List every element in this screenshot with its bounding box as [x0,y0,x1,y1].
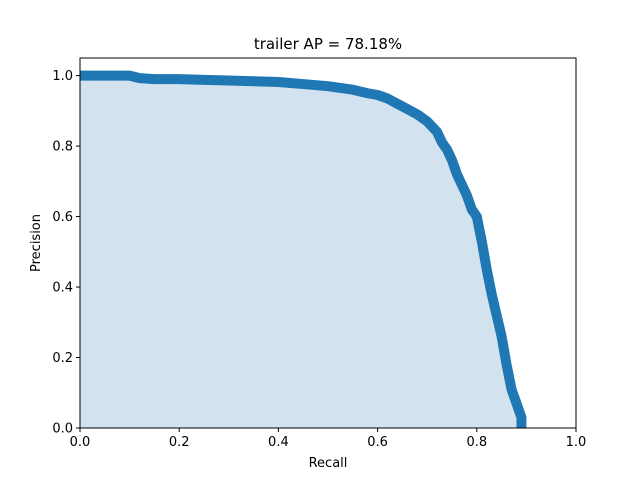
y-axis-label: Precision [29,214,44,272]
x-tick-label: 1.0 [566,435,587,450]
x-tick-label: 0.4 [268,435,289,450]
x-tick-label: 0.6 [367,435,388,450]
plot-area [80,70,527,428]
x-tick-label: 0.2 [169,435,190,450]
y-tick-label: 1.0 [52,69,73,84]
y-tick-label: 0.6 [52,210,73,225]
chart-title: trailer AP = 78.18% [254,35,402,53]
axes-frame [79,57,577,429]
y-tick-label: 0.0 [52,422,73,437]
y-tick-label: 0.4 [52,281,73,296]
x-axis-label: Recall [309,456,348,471]
axis-ticks: 0.0 0.2 0.4 0.6 0.8 1.0 0.0 0.2 0.4 0.6 0.8 1.0 [52,69,586,450]
area-fill [80,75,522,428]
y-tick-label: 0.2 [52,351,73,366]
x-tick-label: 0.8 [466,435,487,450]
pr-curve [80,70,527,428]
y-tick-label: 0.8 [52,140,73,155]
x-tick-label: 0.0 [70,435,91,450]
